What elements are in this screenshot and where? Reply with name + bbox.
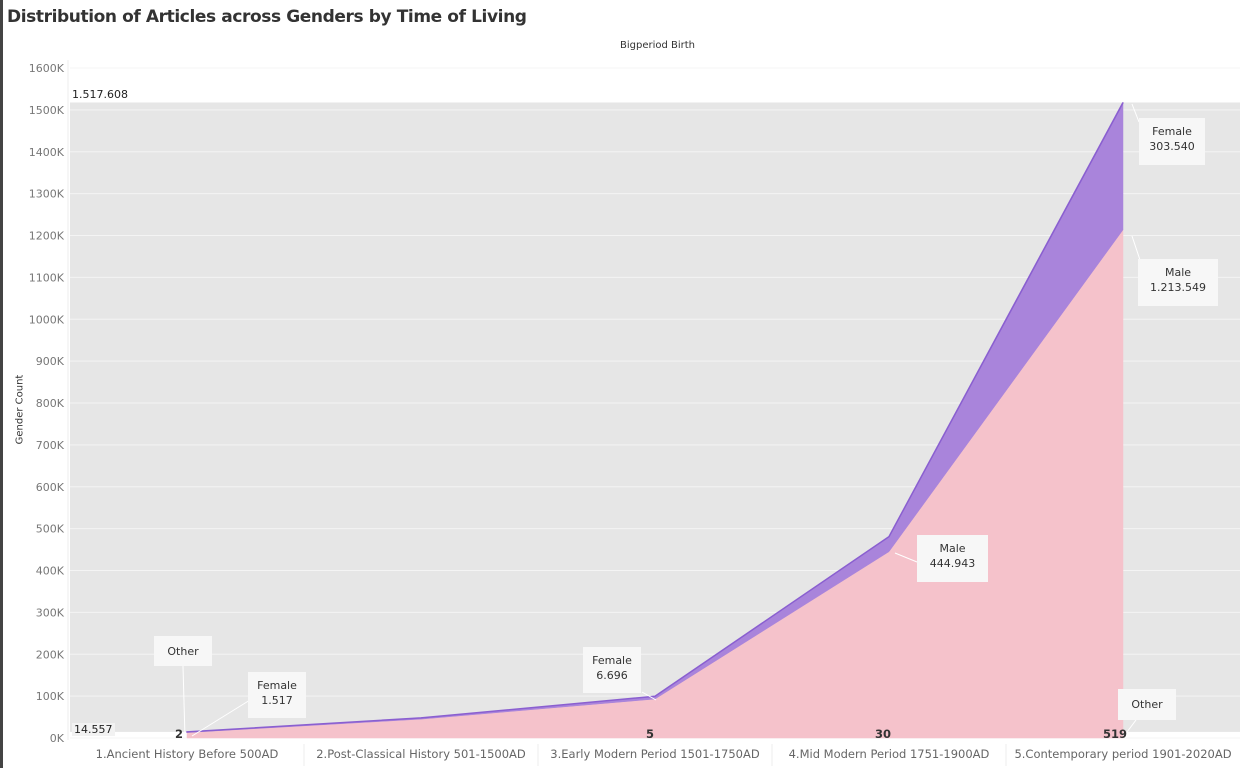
x-category-label: 4.Mid Modern Period 1751-1900AD xyxy=(789,747,990,761)
other-value-label: 5 xyxy=(646,727,655,741)
annotation-title: Other xyxy=(167,645,199,658)
annotation-leader-line xyxy=(641,691,657,701)
annotation-female: Female 1.517 xyxy=(248,672,306,718)
x-category-label: 3.Early Modern Period 1501-1750AD xyxy=(550,747,760,761)
column-header: Bigperiod Birth xyxy=(619,40,696,51)
annotation-title: Female xyxy=(592,654,632,667)
other-value-label: 519 xyxy=(1103,727,1128,741)
x-category-label: 1.Ancient History Before 500AD xyxy=(96,747,279,761)
annotation-value: 1.517 xyxy=(261,694,293,707)
annotation-female: Female 6.696 xyxy=(583,647,641,693)
y-tick-label: 100K xyxy=(36,690,65,703)
y-tick-label: 400K xyxy=(36,565,65,578)
area-other xyxy=(186,102,1124,733)
y-tick-label: 1100K xyxy=(29,271,65,284)
y-tick-label: 800K xyxy=(36,397,65,410)
annotation-female: Female 303.540 xyxy=(1139,118,1205,165)
reference-max-label: 1.517.608 xyxy=(72,88,128,101)
other-value-label: 30 xyxy=(875,727,892,741)
annotation-leader-line xyxy=(1123,719,1137,737)
y-tick-label: 700K xyxy=(36,439,65,452)
annotation-leader-line xyxy=(191,699,251,737)
annotation-male: Male 444.943 xyxy=(917,535,988,582)
annotation-title: Male xyxy=(939,542,966,555)
y-tick-label: 1200K xyxy=(29,230,65,243)
annotation-leader-line xyxy=(1131,235,1141,261)
annotation-title: Other xyxy=(1131,698,1163,711)
chart-title: Distribution of Articles across Genders … xyxy=(7,7,527,27)
y-tick-label: 1400K xyxy=(29,146,65,159)
y-tick-label: 1500K xyxy=(29,104,65,117)
y-tick-label: 600K xyxy=(36,481,65,494)
y-tick-label: 900K xyxy=(36,355,65,368)
annotation-male: Male 1.213.549 xyxy=(1138,259,1218,306)
y-tick-label: 200K xyxy=(36,648,65,661)
y-tick-label: 1000K xyxy=(29,313,65,326)
annotation-leader-line xyxy=(182,665,186,739)
annotation-leader-line xyxy=(1131,103,1140,123)
annotation-value: 444.943 xyxy=(929,557,976,570)
annotation-title: Male xyxy=(1164,266,1192,279)
annotation-other: Other xyxy=(154,636,212,666)
left-border xyxy=(0,0,3,768)
annotation-value: 6.696 xyxy=(596,669,628,682)
x-category-label: 2.Post-Classical History 501-1500AD xyxy=(316,747,526,761)
annotation-leader-line xyxy=(894,552,918,563)
annotation-other: Other xyxy=(1118,689,1176,720)
annotation-title: Female xyxy=(257,679,297,692)
y-tick-label: 300K xyxy=(36,606,65,619)
y-tick-label: 500K xyxy=(36,523,65,536)
annotation-title: Female xyxy=(1152,125,1192,138)
other-value-label: 2 xyxy=(175,727,184,741)
annotation-value: 303.540 xyxy=(1149,140,1195,153)
y-tick-label: 0K xyxy=(50,732,65,745)
annotation-value: 1.213.549 xyxy=(1150,281,1206,294)
reference-min-label: 14.557 xyxy=(72,723,115,736)
y-tick-label: 1600K xyxy=(29,62,65,75)
x-category-label: 5.Contemporary period 1901-2020AD xyxy=(1014,747,1231,761)
y-tick-label: 1300K xyxy=(29,188,65,201)
